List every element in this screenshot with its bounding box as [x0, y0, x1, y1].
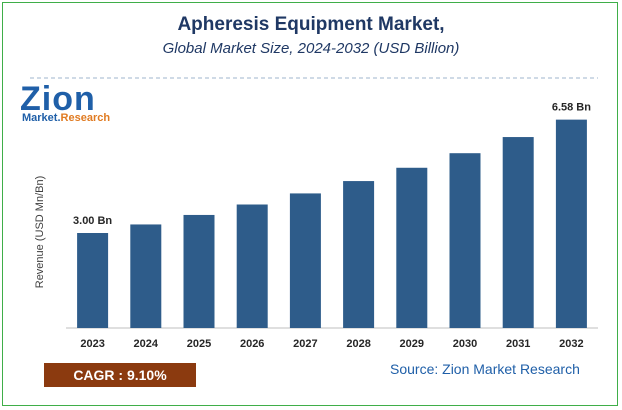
cagr-badge: CAGR : 9.10% [44, 363, 196, 387]
logo-main-text: Zion [20, 80, 96, 118]
bar-2029 [396, 167, 428, 328]
bar-2031 [502, 137, 534, 328]
x-tick-label-2025: 2025 [187, 338, 211, 350]
x-tick-label-2032: 2032 [559, 338, 583, 350]
x-tick-label-2029: 2029 [400, 338, 424, 350]
bar-2032 [555, 119, 587, 328]
logo-sub-right: Research [60, 112, 111, 124]
x-tick-label-2024: 2024 [134, 338, 159, 350]
x-tick-label-2023: 2023 [80, 338, 104, 350]
logo-sub-text: Market.Research [22, 112, 110, 124]
bar-2028 [343, 181, 375, 328]
data-label-2023: 3.00 Bn [73, 215, 112, 227]
y-axis-label: Revenue (USD Mn/Bn) [34, 176, 46, 289]
x-tick-label-2030: 2030 [453, 338, 477, 350]
bar-2026 [236, 204, 268, 328]
logo-sub-left: Market. [22, 112, 61, 124]
bar-2027 [289, 193, 321, 328]
bar-2025 [183, 214, 215, 328]
bar-2024 [130, 224, 162, 328]
x-tick-label-2031: 2031 [506, 338, 530, 350]
chart-subtitle: Global Market Size, 2024-2032 (USD Billi… [162, 40, 460, 57]
x-tick-label-2027: 2027 [293, 338, 317, 350]
chart-title: Apheresis Equipment Market, [177, 14, 445, 35]
data-label-2032: 6.58 Bn [552, 102, 591, 114]
bar-2023 [77, 233, 109, 328]
zion-logo: Zion Market.Research [20, 80, 130, 128]
x-tick-label-2028: 2028 [346, 338, 370, 350]
source-note: Source: Zion Market Research [390, 361, 580, 377]
bar-2030 [449, 153, 481, 328]
x-tick-label-2026: 2026 [240, 338, 264, 350]
